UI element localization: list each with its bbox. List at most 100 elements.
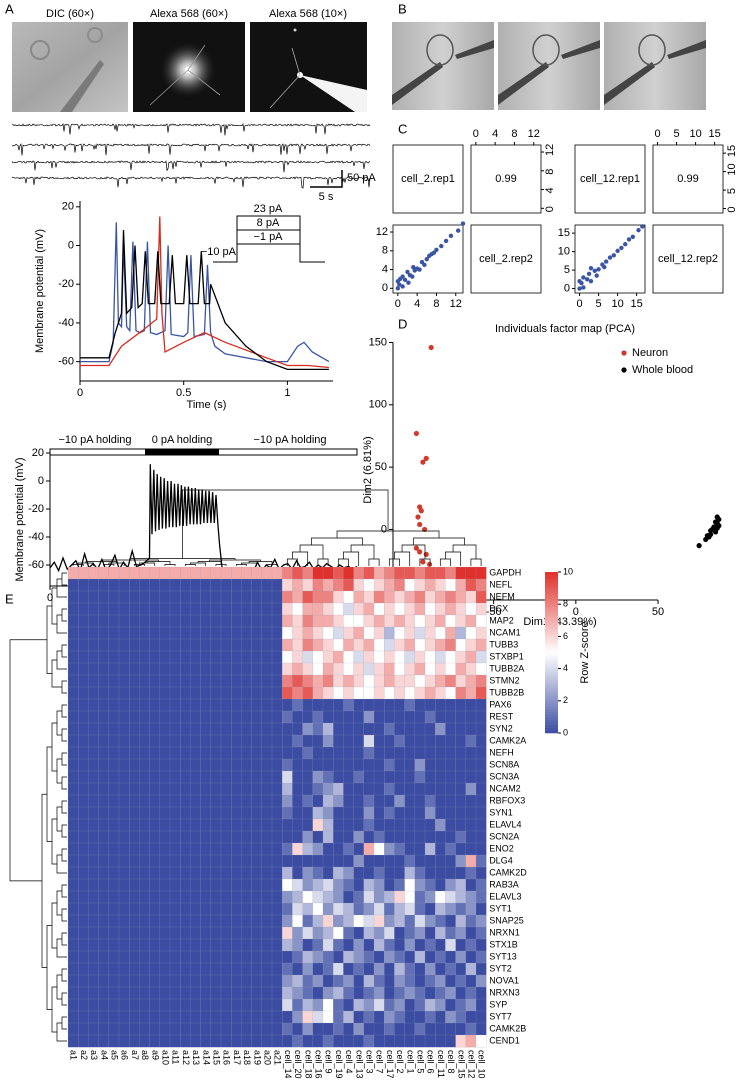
heatmap-cell (88, 722, 99, 736)
heatmap-cell (465, 926, 477, 940)
heatmap-cell (302, 986, 314, 1000)
heatmap-cell (455, 734, 467, 748)
heatmap-cell (373, 854, 385, 868)
heatmap-cell (292, 1010, 303, 1024)
y-axis-label: Membrane potential (mV) (14, 457, 26, 581)
heatmap-cell (67, 578, 79, 592)
heatmap-cell (363, 866, 375, 880)
heatmap-cell (282, 602, 293, 616)
heatmap-cell (435, 662, 446, 676)
heatmap-cell (384, 590, 395, 604)
heatmap-cell (394, 806, 405, 820)
point (706, 534, 712, 540)
heatmap-cell (455, 746, 467, 760)
heatmap-cell (118, 1010, 130, 1024)
heatmap-cell (210, 830, 222, 844)
heatmap-cell (373, 842, 385, 856)
heatmap-cell (220, 782, 232, 796)
panel-label: E (5, 591, 14, 606)
heatmap-cell (363, 602, 375, 616)
heatmap-cell (271, 734, 283, 748)
heatmap-cell (445, 926, 456, 940)
heatmap-cell (108, 926, 120, 940)
heatmap-cell (241, 662, 252, 676)
heatmap-cell (363, 662, 375, 676)
heatmap-cell (302, 974, 314, 988)
heatmap-cell (333, 578, 344, 592)
heatmap-cell (78, 974, 89, 988)
row-label: SYT13 (489, 951, 517, 961)
row-label: SYT1 (489, 903, 512, 913)
heatmap-cell (108, 674, 120, 688)
heatmap-cell (149, 746, 161, 760)
x-tick-label: 0 (573, 606, 579, 618)
heatmap-cell (343, 746, 354, 760)
heatmap-cell (210, 914, 222, 928)
x-tick-label: 8 (511, 128, 517, 140)
heatmap-cell (363, 806, 375, 820)
heatmap-cell (353, 602, 365, 616)
heatmap-cell (241, 602, 252, 616)
heatmap-cell (363, 770, 375, 784)
heatmap-cell (220, 734, 232, 748)
heatmap-cell (465, 782, 477, 796)
heatmap-cell (149, 794, 161, 808)
heatmap-cell (210, 734, 222, 748)
heatmap-cell (231, 746, 242, 760)
heatmap-cell (180, 614, 191, 628)
heatmap-cell (475, 614, 487, 628)
heatmap-cell (180, 818, 191, 832)
heatmap-cell (169, 938, 181, 952)
heatmap-cell (98, 674, 110, 688)
column-label: cell_10 (477, 1050, 487, 1079)
heatmap-cell (98, 746, 110, 760)
heatmap-cell (149, 950, 161, 964)
heatmap-cell (302, 854, 314, 868)
heatmap-cell (118, 710, 130, 724)
point (611, 253, 617, 258)
heatmap-cell (220, 866, 232, 880)
column-label: a10 (161, 1050, 171, 1065)
heatmap-cell (180, 698, 191, 712)
heatmap-cell (435, 758, 446, 772)
heatmap-cell (292, 938, 303, 952)
heatmap-cell (98, 686, 110, 700)
heatmap-cell (139, 674, 150, 688)
column-label: cell_11 (436, 1050, 446, 1078)
heatmap-cell (169, 902, 181, 916)
heatmap-cell (190, 1010, 201, 1024)
heatmap-cell (67, 986, 79, 1000)
heatmap-cell (190, 782, 201, 796)
y-tick-label: 8 (544, 169, 556, 175)
point (400, 284, 405, 289)
heatmap-cell (200, 830, 212, 844)
heatmap-cell (129, 626, 140, 640)
heatmap-cell (88, 866, 99, 880)
heatmap-cell (231, 890, 242, 904)
heatmap-cell (302, 806, 314, 820)
heatmap-cell (169, 770, 181, 784)
heatmap-cell (445, 1034, 456, 1048)
heatmap-cell (292, 590, 303, 604)
colorbar-step (545, 668, 558, 672)
heatmap-cell (384, 914, 395, 928)
heatmap-cell (129, 830, 140, 844)
heatmap-cell (475, 626, 487, 640)
heatmap-cell (139, 866, 150, 880)
heatmap-cell (190, 566, 201, 580)
heatmap-cell (118, 926, 130, 940)
heatmap-cell (271, 566, 283, 580)
heatmap-cell (180, 1034, 191, 1048)
heatmap-cell (465, 1010, 477, 1024)
heatmap-cell (159, 1010, 171, 1024)
colorbar-tick-label: 10 (563, 566, 573, 576)
heatmap-cell (414, 614, 426, 628)
heatmap-cell (149, 902, 161, 916)
heatmap-cell (282, 758, 293, 772)
heatmap-cell (241, 878, 252, 892)
heatmap-cell (169, 806, 181, 820)
heatmap-cell (251, 566, 263, 580)
heatmap-cell (241, 818, 252, 832)
point (588, 266, 594, 271)
heatmap-cell (282, 914, 293, 928)
